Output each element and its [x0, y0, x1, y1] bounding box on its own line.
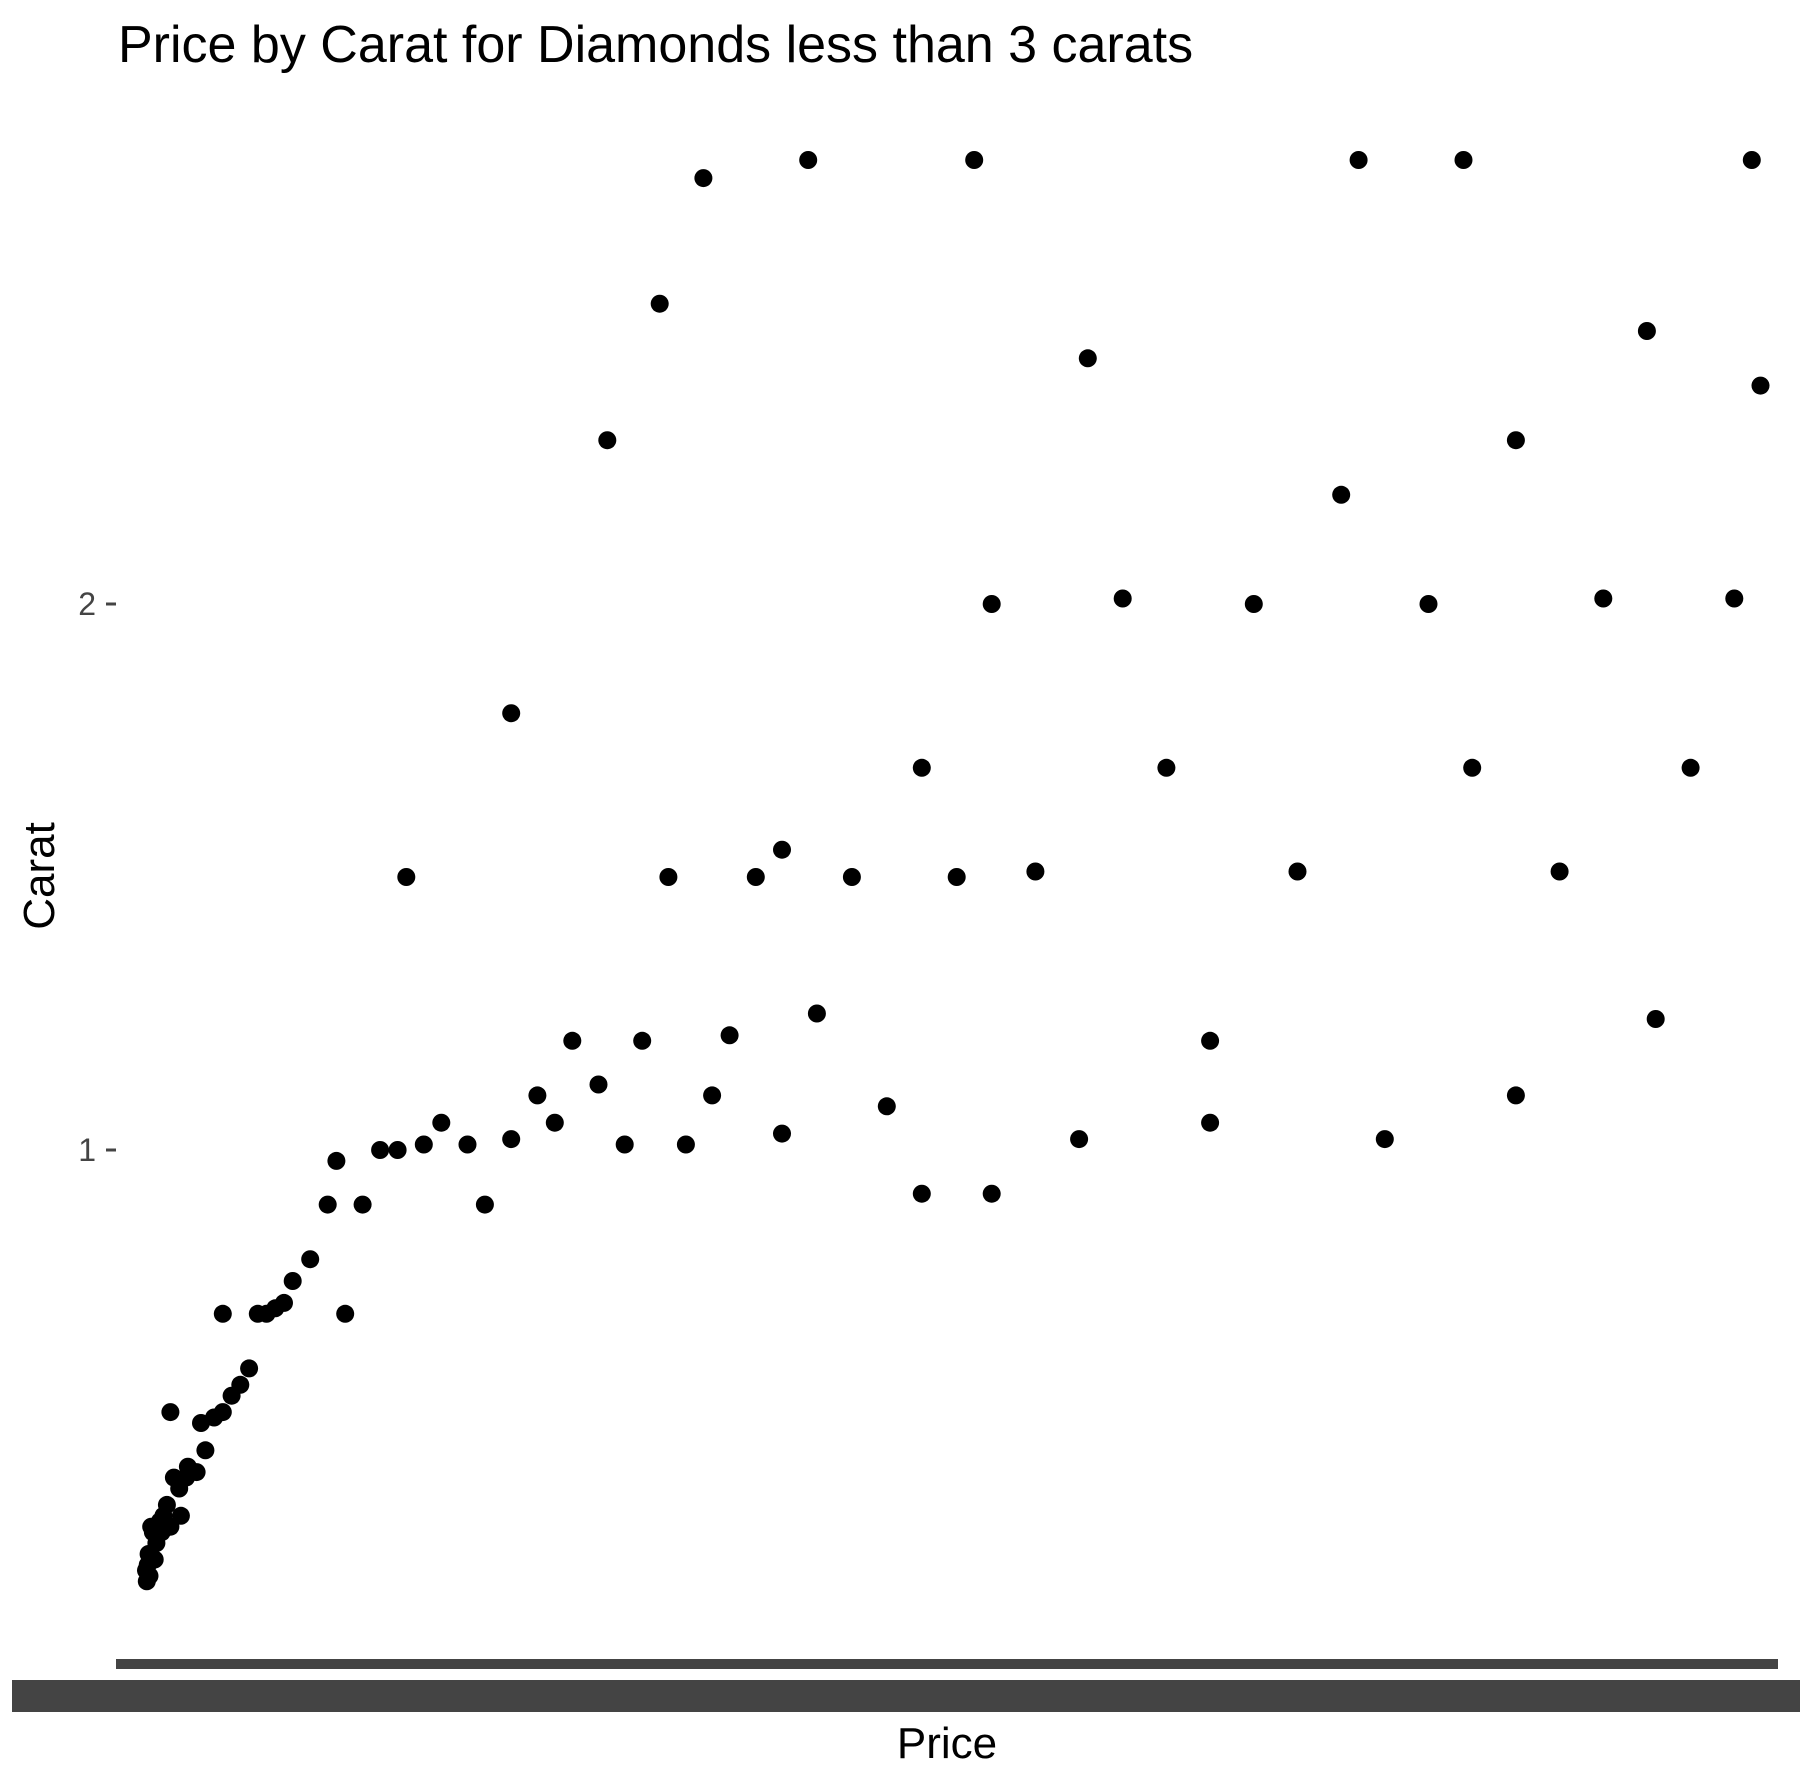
scatter-point	[240, 1359, 259, 1378]
scatter-point	[659, 868, 678, 886]
scatter-point	[799, 151, 818, 169]
scatter-point	[502, 1130, 521, 1149]
scatter-points	[137, 151, 1770, 1591]
scatter-point	[1751, 376, 1770, 395]
scatter-point	[773, 840, 791, 859]
scatter-point	[327, 1151, 346, 1170]
scatter-point	[1157, 758, 1176, 777]
scatter-point	[912, 758, 931, 777]
scatter-point	[213, 1304, 232, 1323]
y-axis-title: Carat	[15, 822, 64, 930]
scatter-point	[397, 868, 416, 886]
scatter-point	[1332, 485, 1351, 504]
scatter-point	[283, 1272, 302, 1290]
scatter-point	[528, 1086, 547, 1105]
scatter-point	[965, 151, 984, 169]
scatter-point	[676, 1135, 695, 1154]
scatter-point	[545, 1113, 564, 1132]
x-axis-bar	[116, 1659, 1778, 1669]
scatter-point	[371, 1141, 390, 1159]
scatter-point	[1201, 1031, 1220, 1050]
scatter-point	[301, 1250, 320, 1269]
scatter-point	[231, 1375, 250, 1394]
scatter-point	[1506, 1086, 1525, 1105]
scatter-point	[1594, 589, 1613, 608]
scatter-point	[458, 1135, 477, 1154]
scatter-point	[982, 595, 1001, 613]
scatter-point	[171, 1506, 190, 1525]
scatter-point	[877, 1097, 896, 1116]
scatter-point	[213, 1403, 232, 1422]
scatter-point	[1550, 862, 1569, 881]
scatter-point	[1078, 349, 1097, 368]
scatter-point	[196, 1441, 215, 1460]
scatter-point	[720, 1026, 739, 1045]
scatter-point	[912, 1184, 931, 1203]
scatter-point	[615, 1135, 634, 1154]
scatter-point	[807, 1004, 826, 1023]
scatter-point	[1637, 322, 1656, 340]
scatter-point	[746, 868, 765, 886]
scatter-point	[982, 1184, 1001, 1203]
scatter-point	[1026, 862, 1045, 881]
scatter-point	[432, 1113, 451, 1132]
y-tick-label-2: 2	[78, 586, 96, 622]
scatter-point	[1070, 1130, 1089, 1149]
scatter-point	[589, 1075, 608, 1094]
scatter-point	[1506, 431, 1525, 450]
scatter-point	[1646, 1010, 1665, 1028]
scatter-point	[145, 1550, 164, 1569]
scatter-point	[275, 1293, 293, 1312]
scatter-point	[388, 1141, 407, 1159]
scatter-point	[318, 1195, 337, 1214]
scatter-point	[1113, 589, 1132, 608]
scatter-point	[633, 1031, 652, 1050]
scatter-point	[1725, 589, 1744, 608]
x-axis-tick-band	[12, 1680, 1800, 1712]
scatter-point	[842, 868, 861, 886]
scatter-point	[773, 1124, 791, 1143]
scatter-point	[1419, 595, 1438, 613]
scatter-point	[1288, 862, 1307, 881]
scatter-point	[1463, 758, 1482, 777]
scatter-point	[161, 1403, 180, 1422]
scatter-point	[1375, 1130, 1394, 1149]
scatter-point	[336, 1304, 355, 1323]
scatter-point	[563, 1031, 582, 1050]
chart-title: Price by Carat for Diamonds less than 3 …	[118, 16, 1193, 74]
scatter-point	[694, 169, 713, 188]
scatter-point	[650, 294, 669, 313]
scatter-point	[140, 1566, 159, 1585]
scatter-point	[1244, 595, 1263, 613]
scatter-point	[1742, 151, 1761, 169]
scatter-point	[1201, 1113, 1220, 1132]
scatter-point	[947, 868, 966, 886]
scatter-point	[414, 1135, 433, 1154]
scatter-point	[187, 1463, 206, 1482]
scatter-point	[703, 1086, 722, 1105]
y-axis: 2 1	[78, 586, 116, 1168]
scatter-point	[598, 431, 617, 450]
scatter-point	[1454, 151, 1473, 169]
scatter-point	[157, 1495, 176, 1514]
scatter-point	[353, 1195, 372, 1214]
scatter-point	[1681, 758, 1700, 777]
scatter-point	[1349, 151, 1368, 169]
scatter-point	[475, 1195, 494, 1214]
scatter-point	[502, 704, 521, 723]
x-axis-title: Price	[897, 1719, 997, 1768]
y-tick-label-1: 1	[78, 1132, 96, 1168]
